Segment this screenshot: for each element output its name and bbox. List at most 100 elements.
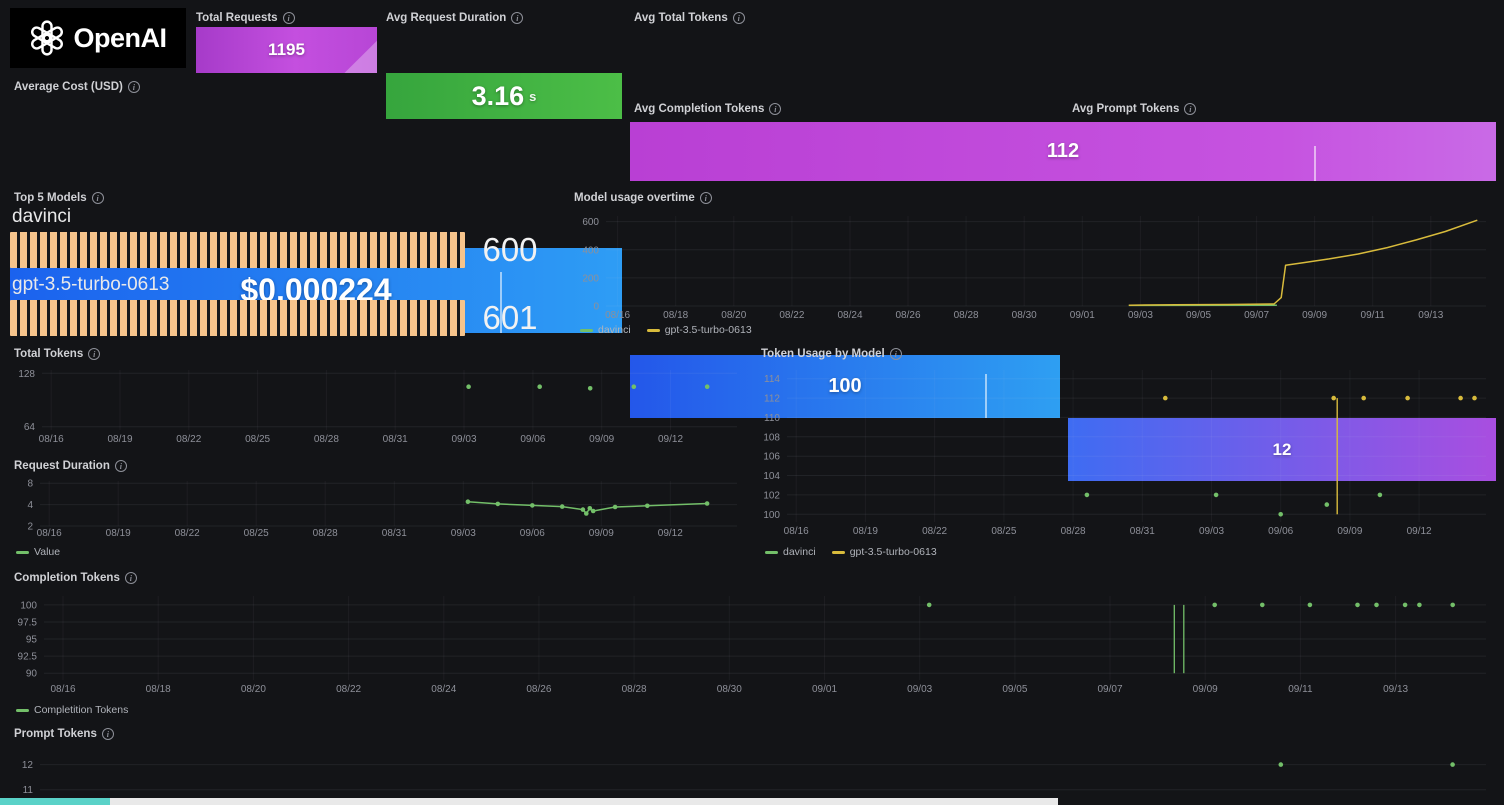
- legend-item-gpt35[interactable]: gpt-3.5-turbo-0613: [646, 324, 752, 336]
- svg-text:08/31: 08/31: [382, 528, 407, 539]
- info-icon[interactable]: [124, 572, 137, 584]
- model-usage-legend: davinci gpt-3.5-turbo-0613: [580, 324, 752, 336]
- svg-text:08/22: 08/22: [779, 310, 804, 321]
- svg-text:97.5: 97.5: [18, 618, 38, 629]
- legend-label: gpt-3.5-turbo-0613: [664, 324, 752, 336]
- legend-swatch: [16, 708, 29, 712]
- info-icon[interactable]: [114, 460, 127, 472]
- svg-text:09/06: 09/06: [520, 434, 545, 445]
- svg-text:08/28: 08/28: [313, 528, 338, 539]
- svg-text:09/12: 09/12: [1407, 526, 1432, 537]
- sparkline-tick: [1314, 145, 1317, 181]
- panel-title-text: Total Requests: [196, 12, 278, 24]
- svg-text:08/22: 08/22: [175, 528, 200, 539]
- svg-text:92.5: 92.5: [18, 652, 38, 663]
- panel-title-text: Completion Tokens: [14, 572, 120, 584]
- total-tokens-chart[interactable]: 08/16 08/19 08/22 08/25 08/28 08/31 09/03 09/06…: [10, 364, 747, 446]
- legend-item-davinci[interactable]: davinci: [765, 546, 816, 558]
- info-icon[interactable]: [769, 103, 782, 115]
- openai-logo-icon: [31, 20, 64, 56]
- stat-avg-completion-tokens: 100: [630, 355, 1060, 418]
- info-icon[interactable]: [101, 728, 114, 740]
- stat-unit: s: [529, 88, 537, 104]
- svg-text:09/03: 09/03: [451, 528, 476, 539]
- info-icon[interactable]: [889, 348, 902, 360]
- svg-text:08/19: 08/19: [107, 434, 132, 445]
- legend-label: Value: [34, 546, 61, 558]
- svg-text:09/03: 09/03: [1128, 310, 1153, 321]
- svg-text:11: 11: [23, 785, 34, 796]
- svg-text:08/30: 08/30: [1012, 310, 1037, 321]
- svg-text:95: 95: [26, 635, 38, 646]
- panel-title-top5-models[interactable]: Top 5 Models: [14, 192, 104, 204]
- panel-title-avg-total-tokens[interactable]: Avg Total Tokens: [634, 12, 745, 24]
- svg-text:09/06: 09/06: [1268, 526, 1293, 537]
- info-icon[interactable]: [511, 12, 524, 24]
- svg-text:09/11: 09/11: [1288, 684, 1313, 695]
- panel-title-completion-tokens[interactable]: Completion Tokens: [14, 572, 137, 584]
- info-icon[interactable]: [88, 348, 101, 360]
- info-icon[interactable]: [1184, 103, 1197, 115]
- svg-text:114: 114: [764, 374, 780, 385]
- svg-text:08/31: 08/31: [1130, 526, 1155, 537]
- panel-title-avg-completion-tokens[interactable]: Avg Completion Tokens: [634, 103, 782, 115]
- model-usage-chart[interactable]: 08/16 08/18 08/20 08/22 08/24 08/26 08/28 08/30…: [572, 210, 1496, 322]
- completion-tokens-legend: Completition Tokens: [16, 704, 128, 716]
- progress-played-segment[interactable]: [0, 798, 110, 805]
- panel-title-text: Avg Completion Tokens: [634, 103, 765, 115]
- token-usage-legend: davinci gpt-3.5-turbo-0613: [765, 546, 937, 558]
- svg-text:08/16: 08/16: [37, 528, 62, 539]
- request-duration-chart[interactable]: 08/16 08/19 08/22 08/25 08/28 08/31 09/03 09/06…: [10, 476, 747, 540]
- panel-title-prompt-tokens[interactable]: Prompt Tokens: [14, 728, 114, 740]
- svg-text:400: 400: [582, 245, 599, 256]
- info-icon[interactable]: [91, 192, 104, 204]
- progress-remaining-segment[interactable]: [110, 798, 1058, 805]
- svg-text:0: 0: [593, 302, 599, 313]
- panel-title-request-duration[interactable]: Request Duration: [14, 460, 127, 472]
- panel-title-total-requests[interactable]: Total Requests: [196, 12, 295, 24]
- svg-text:09/01: 09/01: [812, 684, 837, 695]
- svg-text:09/09: 09/09: [589, 434, 614, 445]
- svg-text:08/22: 08/22: [922, 526, 947, 537]
- svg-text:8: 8: [27, 479, 33, 490]
- panel-title-model-usage[interactable]: Model usage overtime: [574, 192, 712, 204]
- svg-text:08/28: 08/28: [314, 434, 339, 445]
- panel-title-total-tokens[interactable]: Total Tokens: [14, 348, 101, 360]
- legend-label: gpt-3.5-turbo-0613: [849, 546, 937, 558]
- svg-text:110: 110: [764, 413, 780, 424]
- info-icon[interactable]: [732, 12, 745, 24]
- panel-title-text: Model usage overtime: [574, 192, 695, 204]
- panel-title-avg-request-duration[interactable]: Avg Request Duration: [386, 12, 524, 24]
- legend-item-completion[interactable]: Completition Tokens: [16, 704, 128, 716]
- panel-title-text: Average Cost (USD): [14, 81, 123, 93]
- svg-text:09/09: 09/09: [1302, 310, 1327, 321]
- svg-text:08/28: 08/28: [1061, 526, 1086, 537]
- prompt-tokens-chart[interactable]: 12 11: [10, 746, 1496, 805]
- legend-item-davinci[interactable]: davinci: [580, 324, 631, 336]
- panel-title-token-usage[interactable]: Token Usage by Model: [761, 348, 902, 360]
- info-icon[interactable]: [127, 81, 140, 93]
- stat-value: 3.16: [471, 80, 525, 111]
- svg-text:09/03: 09/03: [1199, 526, 1224, 537]
- brand-name: OpenAI: [73, 22, 167, 53]
- svg-text:08/18: 08/18: [663, 310, 688, 321]
- svg-text:09/13: 09/13: [1418, 310, 1443, 321]
- token-usage-chart[interactable]: 08/16 08/19 08/22 08/25 08/28 08/31 09/03 09/06…: [757, 364, 1496, 538]
- svg-text:128: 128: [18, 369, 35, 380]
- svg-text:08/20: 08/20: [241, 684, 266, 695]
- svg-text:09/11: 09/11: [1361, 310, 1386, 321]
- panel-title-text: Avg Request Duration: [386, 12, 507, 24]
- legend-label: davinci: [598, 324, 631, 336]
- svg-text:12: 12: [22, 760, 34, 771]
- svg-text:2: 2: [27, 522, 33, 533]
- stat-value: 100: [828, 375, 862, 397]
- gauge-label-gpt35: gpt-3.5-turbo-0613: [12, 274, 170, 295]
- legend-swatch: [16, 550, 29, 554]
- info-icon[interactable]: [699, 192, 712, 204]
- legend-item-value[interactable]: Value: [16, 546, 60, 558]
- panel-title-avg-prompt-tokens[interactable]: Avg Prompt Tokens: [1072, 103, 1197, 115]
- info-icon[interactable]: [282, 12, 295, 24]
- completion-tokens-chart[interactable]: 08/16 08/18 08/20 08/22 08/24 08/26 08/28 08/30…: [10, 590, 1496, 696]
- panel-title-average-cost[interactable]: Average Cost (USD): [14, 81, 140, 93]
- legend-item-gpt35[interactable]: gpt-3.5-turbo-0613: [831, 546, 937, 558]
